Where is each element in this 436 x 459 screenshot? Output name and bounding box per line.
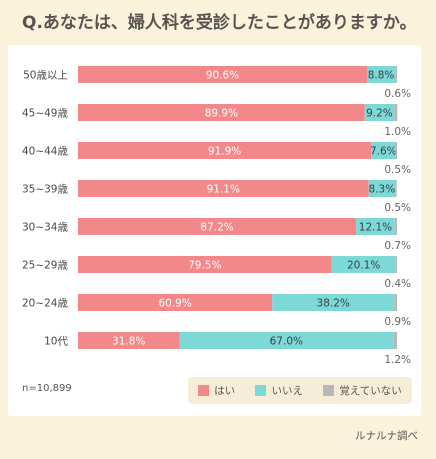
category-label: 45~49歳 bbox=[22, 108, 69, 120]
data-label-yes: 87.2% bbox=[200, 222, 233, 234]
data-label-no: 7.6% bbox=[370, 146, 397, 158]
bar-yes bbox=[78, 142, 372, 159]
data-label-unsure: 0.4% bbox=[384, 278, 411, 290]
legend-item-no: いいえ bbox=[255, 383, 303, 398]
bar-unsure bbox=[394, 218, 397, 235]
legend-swatch-unsure bbox=[323, 385, 335, 396]
legend-item-unsure: 覚えていない bbox=[323, 383, 402, 398]
data-label-no: 12.1% bbox=[359, 222, 392, 234]
category-label: 35~39歳 bbox=[22, 184, 69, 196]
bar-unsure bbox=[395, 256, 397, 273]
category-label: 50歳以上 bbox=[23, 70, 68, 82]
category-label: 20~24歳 bbox=[22, 298, 69, 310]
data-label-no: 9.2% bbox=[366, 108, 393, 120]
data-label-unsure: 0.5% bbox=[384, 202, 411, 214]
data-label-no: 67.0% bbox=[270, 336, 303, 348]
legend: はい いいえ 覚えていない bbox=[188, 377, 412, 404]
bar-no bbox=[368, 180, 396, 197]
data-label-unsure: 0.6% bbox=[384, 88, 411, 100]
legend-label-unsure: 覚えていない bbox=[339, 385, 402, 397]
data-label-no: 8.8% bbox=[368, 70, 395, 82]
bar-no bbox=[367, 66, 396, 83]
bar-yes bbox=[78, 332, 180, 349]
data-label-no: 20.1% bbox=[347, 260, 380, 272]
bar-yes bbox=[78, 104, 365, 121]
legend-swatch-no bbox=[255, 385, 267, 396]
data-label-yes: 91.1% bbox=[207, 184, 240, 196]
bar-unsure bbox=[394, 294, 397, 311]
data-label-unsure: 1.2% bbox=[384, 354, 411, 366]
data-label-no: 8.3% bbox=[369, 184, 396, 196]
data-label-unsure: 0.5% bbox=[384, 164, 411, 176]
bar-unsure bbox=[393, 332, 397, 349]
bar-unsure bbox=[395, 142, 397, 159]
data-label-yes: 60.9% bbox=[158, 298, 191, 310]
source-credit: ルナルナ調べ bbox=[355, 430, 418, 442]
category-label: 30~34歳 bbox=[22, 222, 69, 234]
bar-yes bbox=[78, 218, 357, 235]
chart-title: Q.あなたは、婦人科を受診したことがありますか。 bbox=[22, 13, 417, 33]
data-label-yes: 91.9% bbox=[208, 146, 241, 158]
data-label-unsure: 0.9% bbox=[384, 316, 411, 328]
bar-unsure bbox=[395, 66, 397, 83]
legend-label-yes: はい bbox=[214, 385, 236, 397]
bar-unsure bbox=[394, 104, 398, 121]
bar-no bbox=[371, 142, 396, 159]
bar-no bbox=[272, 294, 395, 311]
bar-unsure bbox=[395, 180, 397, 197]
data-label-yes: 79.5% bbox=[188, 260, 221, 272]
data-label-yes: 89.9% bbox=[205, 108, 238, 120]
category-label: 10代 bbox=[44, 336, 68, 348]
bar-yes bbox=[78, 256, 332, 273]
data-label-unsure: 0.7% bbox=[384, 240, 411, 252]
data-label-yes: 90.6% bbox=[206, 70, 239, 82]
category-label: 25~29歳 bbox=[22, 260, 69, 272]
legend-item-yes: はい bbox=[198, 383, 235, 398]
bar-no bbox=[179, 332, 394, 349]
bar-no bbox=[356, 218, 395, 235]
legend-swatch-yes bbox=[198, 385, 210, 396]
data-label-yes: 31.8% bbox=[112, 336, 145, 348]
category-label: 40~44歳 bbox=[22, 146, 69, 158]
data-label-unsure: 1.0% bbox=[384, 126, 411, 138]
bar-yes bbox=[78, 66, 368, 83]
sample-size-note: n=10,899 bbox=[22, 383, 72, 394]
legend-label-no: いいえ bbox=[271, 385, 303, 397]
bar-no bbox=[331, 256, 396, 273]
bar-no bbox=[364, 104, 395, 121]
bar-yes bbox=[78, 294, 273, 311]
data-label-no: 38.2% bbox=[317, 298, 350, 310]
bar-yes bbox=[78, 180, 369, 197]
